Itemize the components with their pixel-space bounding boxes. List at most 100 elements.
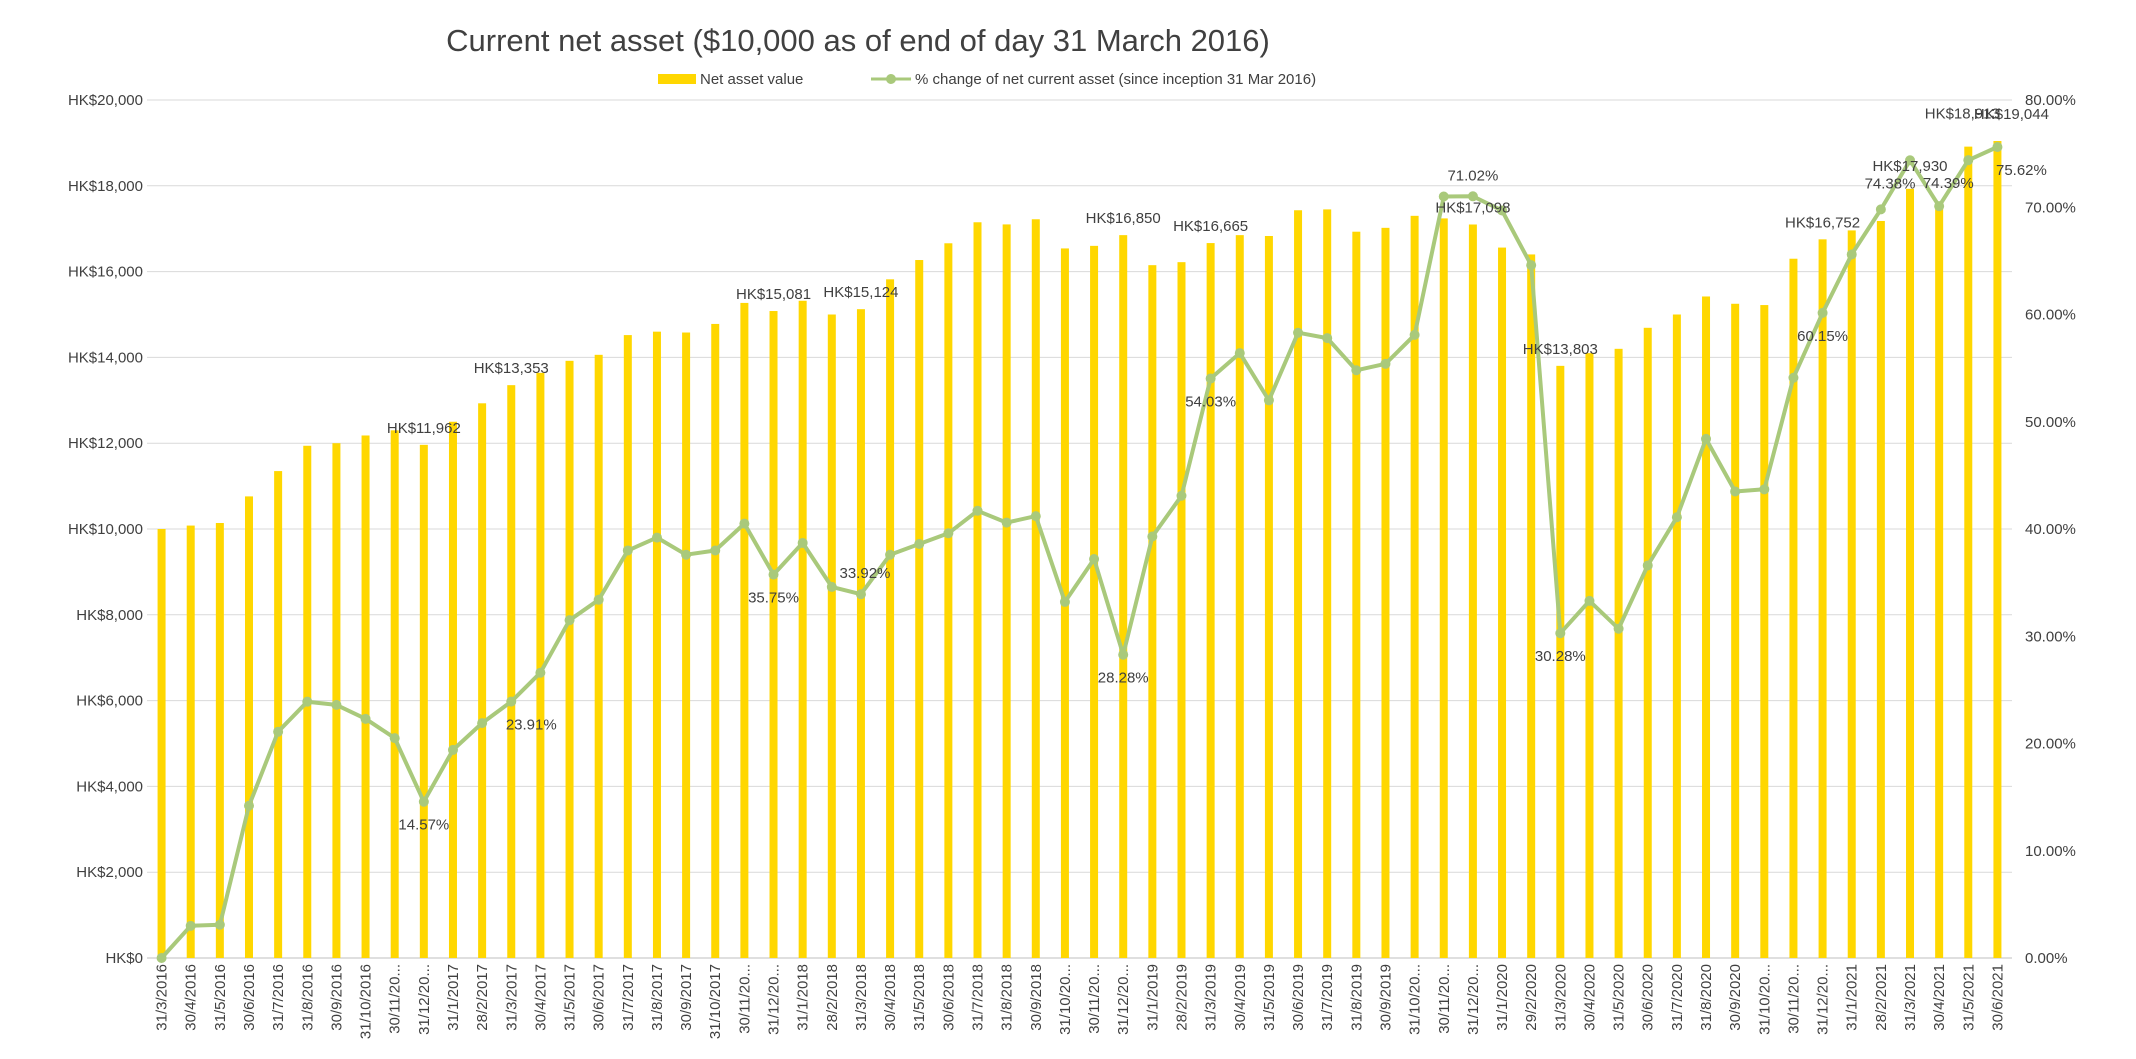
x-tick: 30/6/2019 [1290, 964, 1307, 1031]
line-point [1584, 595, 1595, 606]
bar [1731, 303, 1740, 958]
line-point [1759, 484, 1770, 495]
x-tick: 31/7/2020 [1669, 964, 1686, 1031]
x-tick-label: 30/11/20... [387, 964, 404, 1034]
line-point [1671, 512, 1682, 523]
line-point [1089, 554, 1100, 565]
x-tick-label: 30/4/2020 [1581, 964, 1598, 1031]
line-point [651, 532, 662, 543]
x-tick-label: 31/1/2018 [795, 964, 812, 1031]
x-tick: 31/3/2019 [1203, 964, 1220, 1031]
line-point [1322, 333, 1333, 344]
x-tick-label: 31/7/2020 [1669, 964, 1686, 1031]
x-tick-label: 28/2/2018 [824, 964, 841, 1031]
bar [1439, 218, 1448, 959]
bar [478, 403, 487, 959]
x-tick-label: 28/2/2021 [1873, 964, 1890, 1031]
x-tick-label: 31/12/20... [416, 964, 433, 1035]
x-tick: 31/1/2019 [1144, 964, 1161, 1031]
x-tick: 30/11/20... [1086, 964, 1103, 1034]
bar [1410, 215, 1419, 958]
x-tick-label: 31/7/2018 [970, 964, 987, 1031]
line-point [1613, 623, 1624, 634]
x-tick: 28/2/2019 [1173, 964, 1190, 1031]
line-point [1205, 373, 1216, 384]
bar [1031, 219, 1040, 959]
bar [1876, 220, 1885, 958]
bar [536, 372, 545, 958]
legend-label-nav: Net asset value [700, 71, 803, 88]
bar [856, 309, 865, 958]
data-labels: HK$11,962 HK$13,353 HK$15,081 HK$15,124 HK$1… [387, 106, 2049, 834]
legend-label-pct: % change of net current asset (since inc… [915, 71, 1316, 88]
x-tick-label: 30/6/2016 [241, 964, 258, 1031]
bar [973, 222, 982, 958]
x-tick-label: 31/1/2019 [1144, 964, 1161, 1031]
bar [1352, 231, 1361, 958]
line-point [885, 549, 896, 560]
line-data-label: 28.28% [1098, 670, 1149, 687]
line-point [1351, 365, 1362, 376]
x-tick: 31/5/2016 [212, 964, 229, 1031]
y-left-tick-label: HK$14,000 [68, 349, 143, 366]
bar [1760, 305, 1769, 958]
x-tick-label: 31/10/2016 [358, 964, 375, 1039]
bar-data-label: HK$16,850 [1086, 210, 1161, 227]
bar [186, 525, 195, 958]
line-data-label: 74.38% [1865, 175, 1916, 192]
line-point [447, 744, 458, 755]
line-point [681, 549, 692, 560]
y-left-tick-label: HK$4,000 [76, 778, 143, 795]
bar [740, 302, 749, 958]
x-tick: 30/4/2016 [183, 964, 200, 1031]
x-tick-label: 31/10/20... [1756, 964, 1773, 1035]
x-tick-label: 30/9/2020 [1727, 964, 1744, 1031]
x-tick: 30/11/20... [1436, 964, 1453, 1034]
line-point [1642, 560, 1653, 571]
line-point [1234, 348, 1245, 359]
bar [361, 435, 370, 958]
line-point [1701, 433, 1712, 444]
bar [274, 471, 283, 958]
bar [244, 496, 253, 958]
series-line [160, 145, 1999, 960]
x-tick: 31/7/2018 [970, 964, 987, 1031]
x-tick: 31/10/20... [1756, 964, 1773, 1035]
x-tick: 31/5/2018 [911, 964, 928, 1031]
x-tick-label: 30/4/2016 [183, 964, 200, 1031]
line-point [331, 699, 342, 710]
x-tick-label: 31/7/2016 [270, 964, 287, 1031]
x-tick-label: 30/4/2019 [1232, 964, 1249, 1031]
x-tick: 31/5/2019 [1261, 964, 1278, 1031]
x-tick: 31/3/2021 [1902, 964, 1919, 1031]
bar [1206, 243, 1215, 958]
line-point [1118, 649, 1129, 660]
x-tick: 30/4/2021 [1931, 964, 1948, 1031]
line-point [1934, 201, 1945, 212]
x-tick: 31/5/2020 [1611, 964, 1628, 1031]
bar [1323, 209, 1332, 958]
line-data-label: 75.62% [1996, 162, 2047, 179]
x-tick: 31/5/2017 [562, 964, 579, 1031]
x-tick-label: 31/3/2019 [1203, 964, 1220, 1031]
line-data-label: 35.75% [748, 590, 799, 607]
x-tick: 31/12/20... [766, 964, 783, 1035]
x-tick-label: 31/1/2017 [445, 964, 462, 1031]
x-tick: 30/9/2017 [678, 964, 695, 1031]
bar-data-label: HK$17,098 [1435, 199, 1510, 216]
line-point [622, 545, 633, 556]
x-tick-label: 30/4/2018 [882, 964, 899, 1031]
line-data-label: 14.57% [398, 817, 449, 834]
bar [1468, 224, 1477, 959]
x-tick-label: 30/11/20... [1785, 964, 1802, 1034]
bar [682, 332, 691, 958]
x-tick-label: 31/3/2020 [1552, 964, 1569, 1031]
x-tick: 31/1/2018 [795, 964, 812, 1031]
x-tick-label: 31/8/2017 [649, 964, 666, 1031]
bar [1614, 348, 1623, 958]
x-tick: 31/7/2016 [270, 964, 287, 1031]
x-tick-label: 31/10/20... [1057, 964, 1074, 1035]
line-point [214, 919, 225, 930]
